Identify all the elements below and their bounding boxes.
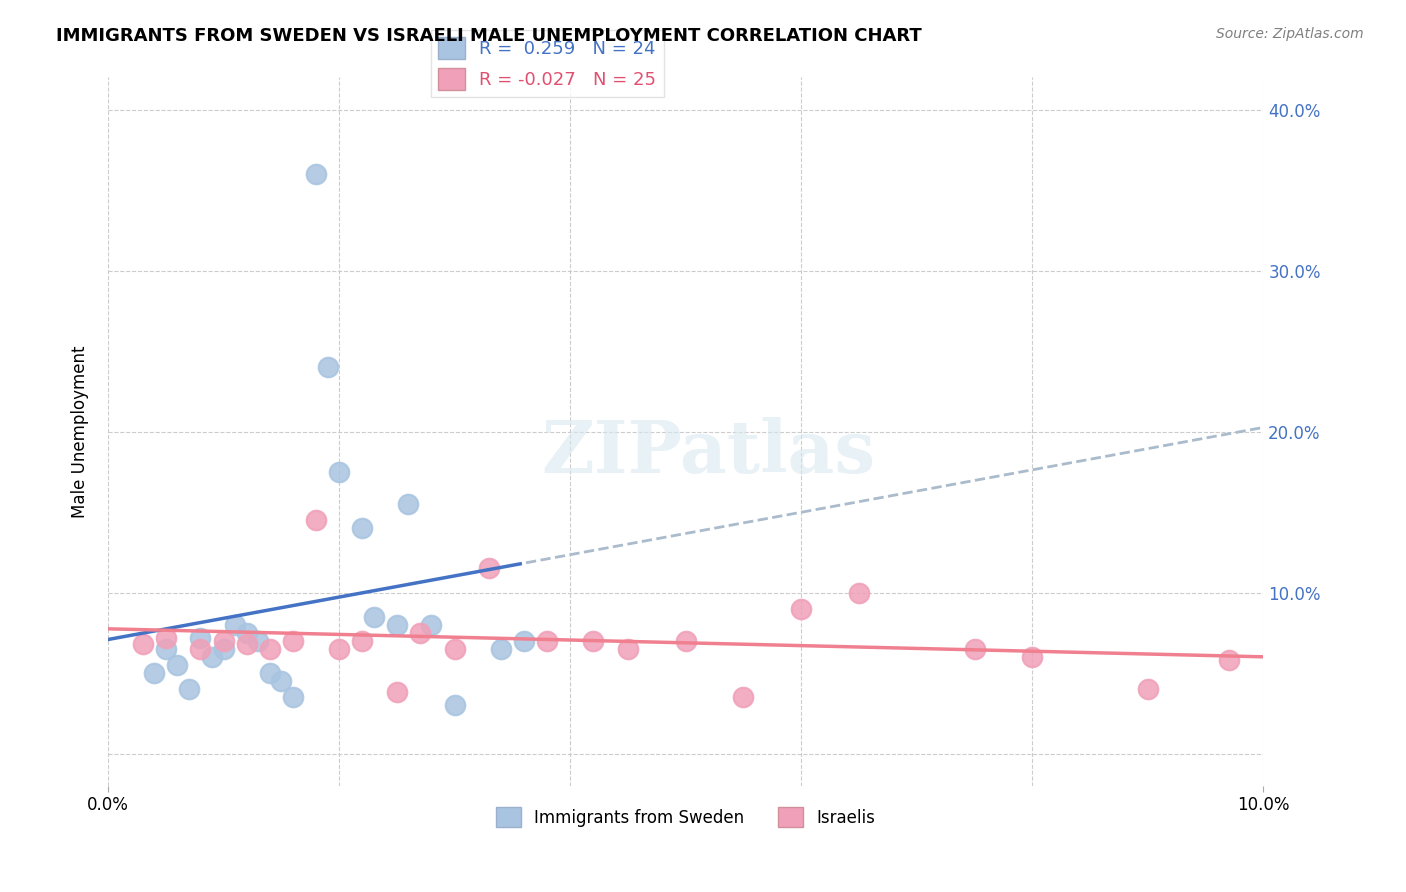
Point — [1136, 682, 1159, 697]
Point — [155, 642, 177, 657]
Point — [316, 360, 339, 375]
Point — [224, 617, 246, 632]
Point — [131, 637, 153, 651]
Point — [352, 521, 374, 535]
Point — [733, 690, 755, 705]
Text: Source: ZipAtlas.com: Source: ZipAtlas.com — [1216, 27, 1364, 41]
Text: IMMIGRANTS FROM SWEDEN VS ISRAELI MALE UNEMPLOYMENT CORRELATION CHART: IMMIGRANTS FROM SWEDEN VS ISRAELI MALE U… — [56, 27, 922, 45]
Text: ZIPatlas: ZIPatlas — [541, 417, 876, 488]
Point — [363, 609, 385, 624]
Point — [259, 642, 281, 657]
Point — [190, 642, 212, 657]
Point — [963, 642, 986, 657]
Point — [617, 642, 640, 657]
Point — [478, 561, 501, 575]
Point — [212, 642, 235, 657]
Point — [212, 633, 235, 648]
Point — [259, 666, 281, 681]
Point — [513, 633, 536, 648]
Point — [235, 637, 257, 651]
Point — [385, 685, 408, 699]
Point — [385, 617, 408, 632]
Point — [1218, 653, 1240, 667]
Point — [420, 617, 443, 632]
Point — [352, 633, 374, 648]
Point — [582, 633, 605, 648]
Point — [443, 698, 465, 713]
Point — [305, 167, 328, 181]
Point — [848, 585, 870, 599]
Point — [235, 625, 257, 640]
Point — [489, 642, 512, 657]
Point — [270, 674, 292, 689]
Point — [166, 658, 188, 673]
Point — [328, 642, 350, 657]
Point — [247, 633, 270, 648]
Legend: Immigrants from Sweden, Israelis: Immigrants from Sweden, Israelis — [489, 800, 882, 834]
Point — [1021, 650, 1043, 665]
Point — [536, 633, 558, 648]
Point — [790, 601, 813, 615]
Point — [143, 666, 166, 681]
Point — [155, 631, 177, 645]
Point — [190, 631, 212, 645]
Point — [409, 625, 432, 640]
Point — [281, 633, 304, 648]
Point — [328, 465, 350, 479]
Point — [396, 497, 419, 511]
Point — [305, 513, 328, 527]
Point — [675, 633, 697, 648]
Y-axis label: Male Unemployment: Male Unemployment — [72, 345, 89, 518]
Point — [281, 690, 304, 705]
Point — [443, 642, 465, 657]
Point — [201, 650, 224, 665]
Point — [177, 682, 200, 697]
